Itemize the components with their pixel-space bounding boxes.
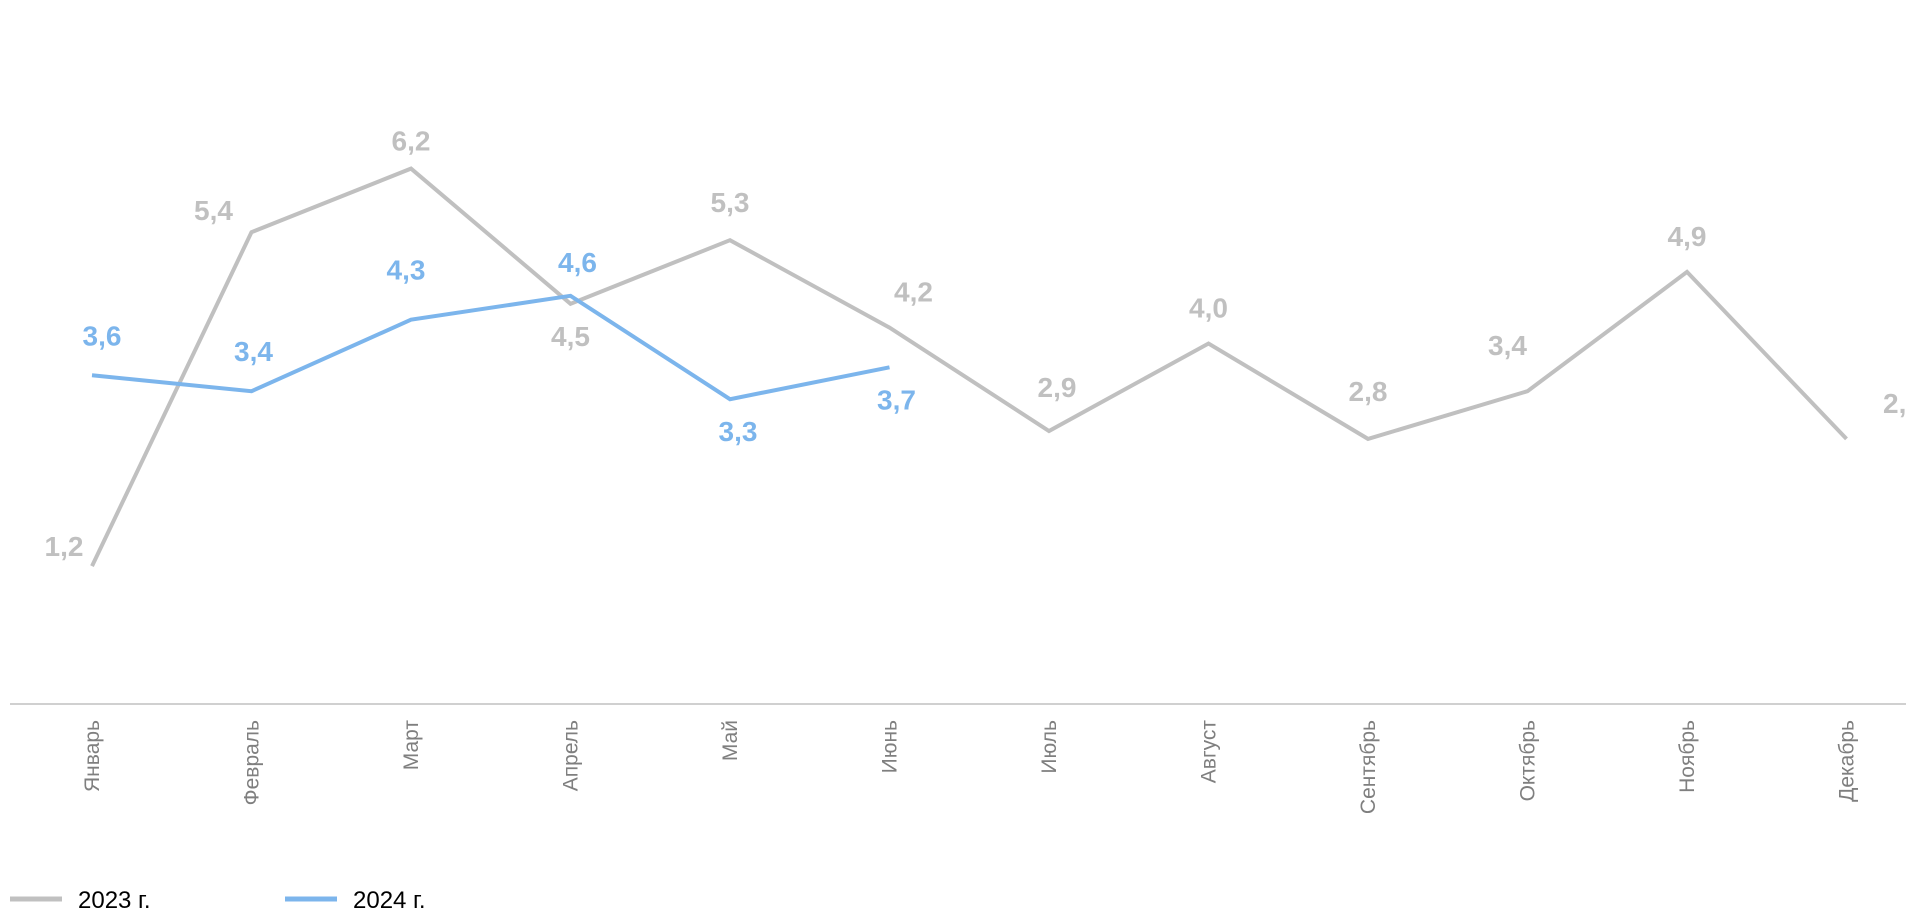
x-tick-label: Ноябрь: [1676, 720, 1699, 793]
data-label: 4,6: [558, 247, 597, 278]
data-label: 3,3: [719, 416, 758, 447]
x-tick-layer: Январь Февраль Март Апрель Май Июнь Июль Август…: [81, 720, 1859, 814]
data-label: 4,9: [1668, 221, 1707, 252]
data-label: 3,4: [1488, 330, 1527, 361]
data-label: 4,0: [1189, 293, 1228, 324]
data-label: 5,3: [711, 187, 750, 218]
data-label: 5,4: [194, 195, 233, 226]
x-tick-label: Апрель: [560, 720, 583, 791]
data-label-layer: 1,2 5,4 6,2 4,5 5,3 4,2 2,9 4,0 2,8 3,4 4,9 2,8 3,6 3…: [45, 126, 1906, 562]
x-tick-label: Декабрь: [1836, 720, 1859, 802]
data-label: 3,7: [877, 384, 916, 415]
data-label: 6,2: [392, 126, 431, 157]
legend-label: 2024 г.: [353, 887, 426, 913]
data-label: 4,2: [894, 277, 933, 308]
data-label: 2,8: [1349, 376, 1388, 407]
data-label: 4,3: [387, 255, 426, 286]
data-label: 2,9: [1038, 372, 1077, 403]
series-line-1: [90, 166, 1848, 567]
x-tick-label: Июнь: [879, 720, 902, 773]
data-label: 3,6: [83, 320, 122, 351]
data-label: 1,2: [45, 531, 84, 562]
x-tick-label: Сентябрь: [1357, 720, 1380, 814]
data-label: 3,4: [234, 336, 273, 367]
legend-label: 2023 г.: [78, 887, 151, 913]
x-tick-label: Август: [1198, 720, 1221, 784]
x-tick-label: Март: [400, 720, 423, 771]
series-layer: [90, 166, 1848, 567]
legend: 2023 г. 2024 г.: [10, 887, 426, 913]
x-tick-label: Февраль: [241, 720, 264, 805]
x-tick-label: Октябрь: [1517, 720, 1540, 801]
x-tick-label: Май: [719, 720, 742, 761]
x-tick-label: Январь: [81, 720, 104, 792]
data-label: 4,5: [551, 321, 590, 352]
x-tick-label: Июль: [1038, 720, 1061, 774]
series-line-2: [91, 293, 890, 402]
data-label: 2,8: [1883, 388, 1906, 419]
